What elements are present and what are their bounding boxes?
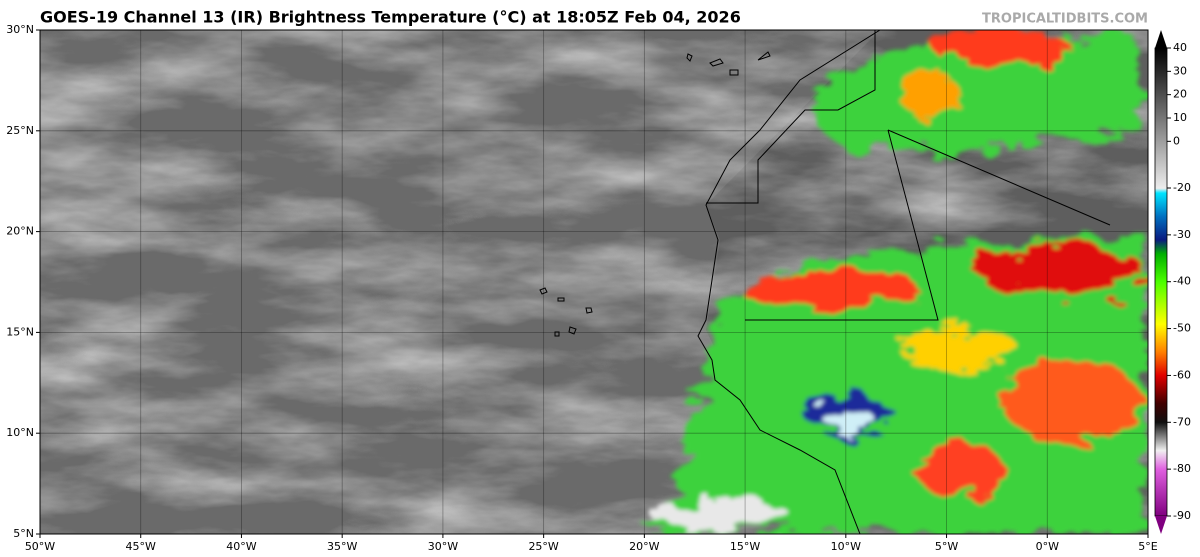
colorbar-label: -30 — [1173, 228, 1191, 241]
x-tick-label: 20°W — [629, 540, 659, 553]
y-tick-label: 20°N — [6, 225, 34, 238]
x-tick-label: 35°W — [327, 540, 357, 553]
x-tick-label: 0°W — [1036, 540, 1059, 553]
title: GOES-19 Channel 13 (IR) Brightness Tempe… — [40, 8, 741, 27]
x-tick-label: 25°W — [528, 540, 558, 553]
colorbar-label: -40 — [1173, 275, 1191, 288]
colorbar-label: -90 — [1173, 509, 1191, 522]
y-tick-label: 25°N — [6, 124, 34, 137]
x-tick-label: 5°W — [935, 540, 958, 553]
colorbar-label: -20 — [1173, 181, 1191, 194]
colorbar-label: 30 — [1173, 64, 1187, 77]
colorbar-label: -80 — [1173, 462, 1191, 475]
colorbar-label: 10 — [1173, 111, 1187, 124]
colorbar — [1154, 30, 1168, 534]
x-tick-label: 5°E — [1138, 540, 1157, 553]
x-tick-label: 45°W — [126, 540, 156, 553]
colorbar-label: 0 — [1173, 134, 1180, 147]
y-tick-label: 5°N — [13, 527, 34, 540]
map-frame — [39, 29, 1149, 535]
x-tick-label: 30°W — [428, 540, 458, 553]
x-tick-label: 40°W — [226, 540, 256, 553]
y-tick-label: 10°N — [6, 426, 34, 439]
watermark: TROPICALTIDBITS.COM — [982, 12, 1148, 27]
colorbar-label: 40 — [1173, 41, 1187, 54]
x-tick-label: 50°W — [25, 540, 55, 553]
y-tick-label: 30°N — [6, 23, 34, 36]
colorbar-label: 20 — [1173, 88, 1187, 101]
colorbar-ticks: 40 30 20 10 0 -20 -30 -40 -50 -60 -70 -80 -90 — [1167, 41, 1191, 522]
y-tick-label: 15°N — [6, 325, 34, 338]
x-tick-label: 10°W — [831, 540, 861, 553]
colorbar-label: -70 — [1173, 415, 1191, 428]
x-tick-label: 15°W — [730, 540, 760, 553]
satellite-image — [40, 30, 1148, 534]
colorbar-label: -50 — [1173, 322, 1191, 335]
colorbar-label: -60 — [1173, 368, 1191, 381]
